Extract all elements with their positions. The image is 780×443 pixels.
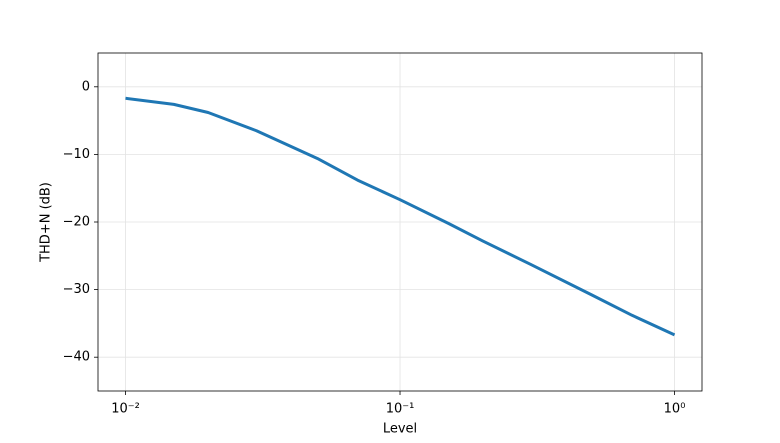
x-tick-label: 10⁰ — [664, 402, 686, 417]
x-tick-label: 10⁻² — [111, 402, 140, 417]
y-tick-label: 0 — [82, 79, 90, 94]
y-tick-label: −40 — [63, 350, 90, 365]
y-tick-label: −30 — [63, 282, 90, 297]
x-axis-label: Level — [383, 422, 417, 437]
y-axis-label: THD+N (dB) — [39, 182, 54, 263]
x-tick-label: 10⁻¹ — [386, 402, 415, 417]
y-tick-label: −10 — [63, 147, 90, 162]
plot-frame — [97, 52, 703, 392]
data-line — [125, 96, 676, 337]
y-tick-label: −20 — [63, 215, 90, 230]
